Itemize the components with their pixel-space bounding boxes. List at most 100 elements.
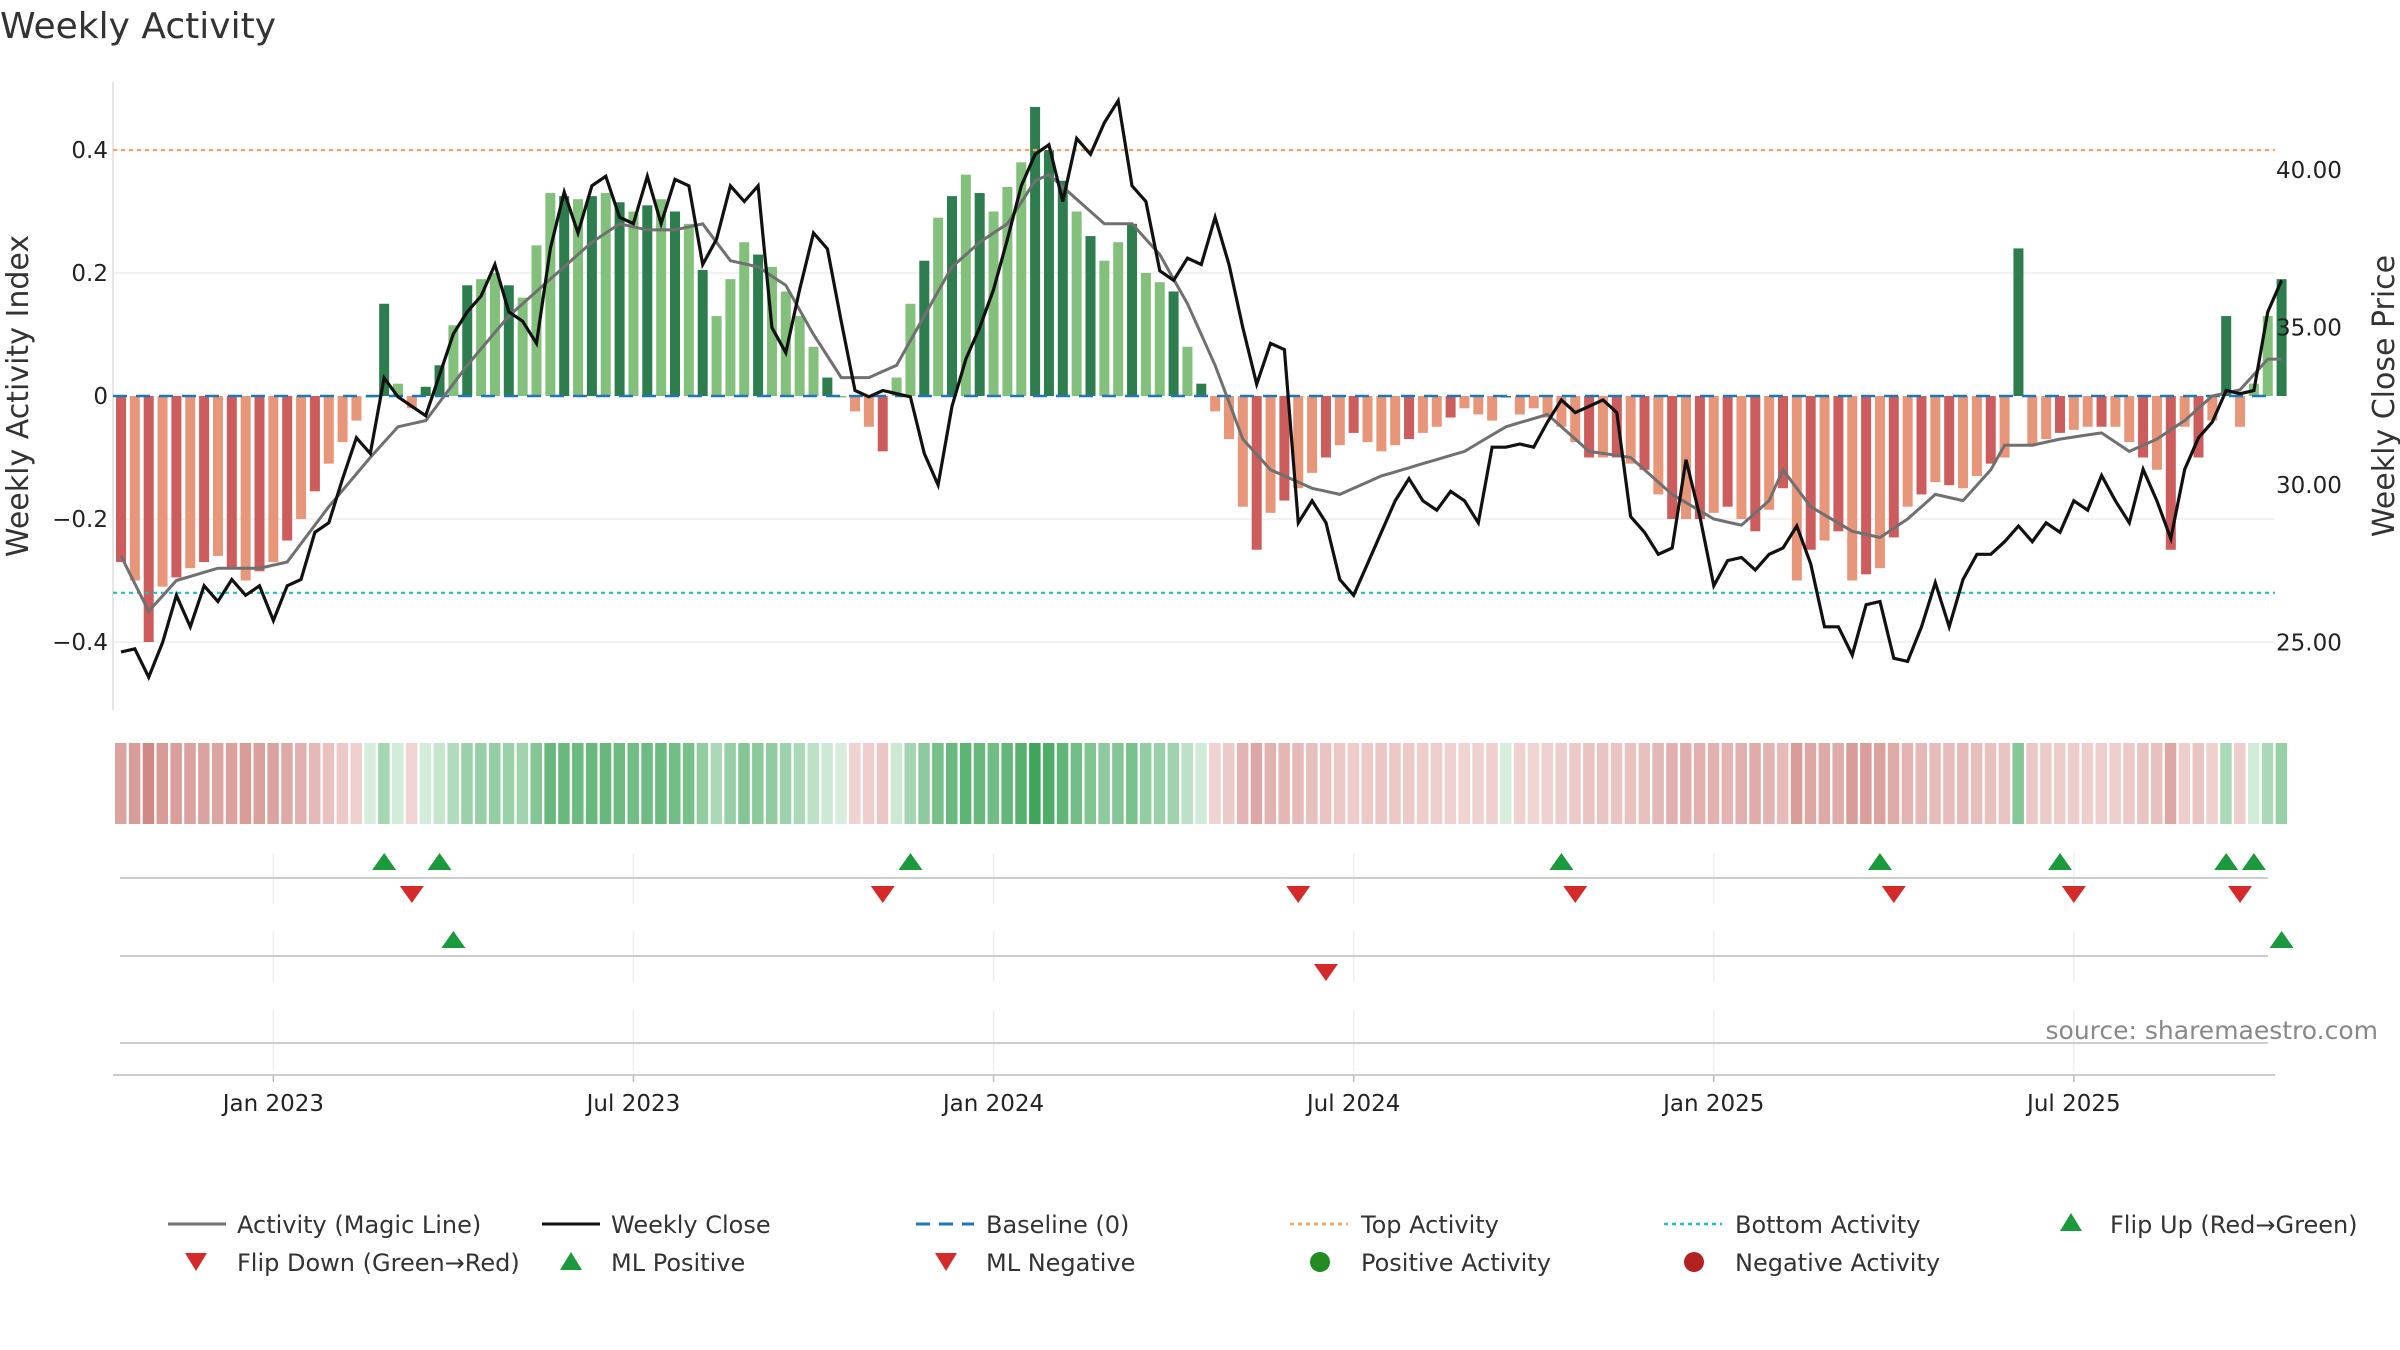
heat-strip-cell xyxy=(516,743,529,824)
signal-markers xyxy=(372,853,2294,981)
heat-strip-cell xyxy=(696,743,709,824)
heat-strip-cell xyxy=(1873,743,1886,824)
heat-strip-cell xyxy=(253,743,265,824)
activity-bar xyxy=(1348,396,1359,433)
activity-bar xyxy=(628,211,639,396)
activity-bar xyxy=(642,205,653,396)
activity-bar xyxy=(143,396,154,642)
activity-bar xyxy=(933,217,944,396)
activity-bar xyxy=(1030,106,1041,396)
activity-bar xyxy=(129,396,140,581)
activity-bar xyxy=(2027,396,2038,446)
heat-strip-cell xyxy=(2234,743,2246,824)
heat-strip-cell xyxy=(322,743,335,824)
x-axis-tick-label: Jan 2025 xyxy=(1661,1091,1764,1117)
heat-strip-cell xyxy=(2206,743,2218,824)
activity-bar xyxy=(1071,211,1082,396)
heat-strip-cell xyxy=(1139,743,1152,824)
activity-bar xyxy=(1459,396,1470,409)
activity-bar xyxy=(185,396,196,569)
heat-strip-cell xyxy=(2150,743,2163,824)
activity-bar xyxy=(600,193,611,396)
heat-strip-cell xyxy=(710,743,723,824)
activity-bar xyxy=(947,196,957,396)
activity-bar xyxy=(683,223,694,396)
activity-bar xyxy=(1722,396,1733,507)
heat-strip-cell xyxy=(1846,743,1858,824)
activity-bar xyxy=(1210,396,1221,412)
magic-line-series xyxy=(119,172,2282,614)
heat-strip-cell xyxy=(308,743,321,824)
heat-strip-cell xyxy=(1292,743,1304,824)
heat-strip-cell xyxy=(1278,743,1290,824)
activity-bar xyxy=(2207,396,2218,421)
activity-bar xyxy=(1958,396,1969,489)
heat-strip-cell xyxy=(115,743,127,824)
flip-down-marker xyxy=(1881,886,1906,903)
activity-bar xyxy=(517,297,528,396)
legend-label-magic-line: Activity (Magic Line) xyxy=(237,1211,481,1239)
heat-strip-cell xyxy=(1223,743,1235,824)
legend-label-weekly-close: Weekly Close xyxy=(611,1211,771,1239)
activity-bar xyxy=(656,199,667,396)
heat-strip-cell xyxy=(1929,743,1941,824)
heat-strip-cell xyxy=(572,743,584,824)
activity-bar xyxy=(919,260,930,396)
heat-strip-cell xyxy=(1195,743,1207,824)
heat-strip-cell xyxy=(170,743,182,824)
activity-bar xyxy=(1265,396,1276,513)
heat-strip-cell xyxy=(419,743,432,824)
heat-strip-cell xyxy=(1624,743,1637,824)
heat-strip-cell xyxy=(281,743,293,824)
activity-bar xyxy=(2082,396,2093,427)
legend-label-positive-activity: Positive Activity xyxy=(1361,1249,1551,1277)
heat-strip-cell xyxy=(1403,743,1415,824)
heat-strip-cell xyxy=(1389,743,1401,824)
activity-bar xyxy=(1154,282,1165,396)
activity-bar xyxy=(2110,396,2121,427)
heat-strip-cell xyxy=(1347,743,1360,824)
activity-bar xyxy=(766,266,777,396)
activity-bar xyxy=(905,303,916,396)
heat-strip-cell xyxy=(1015,743,1027,824)
x-axis-tick-label: Jan 2024 xyxy=(941,1091,1044,1117)
heat-strip-cell xyxy=(641,743,653,824)
activity-bars xyxy=(116,106,2287,642)
heat-strip-cell xyxy=(2261,743,2274,824)
heat-strip-cell xyxy=(1167,743,1180,824)
activity-bar xyxy=(573,199,584,396)
heat-strip-cell xyxy=(1084,743,1096,824)
left-axis-tick-label: 0 xyxy=(93,384,108,410)
activity-bar xyxy=(670,211,680,396)
flip-up-marker xyxy=(2214,853,2239,870)
heat-strip-cell xyxy=(530,743,542,824)
heat-strip-cell xyxy=(779,743,792,824)
activity-bar xyxy=(406,396,417,409)
activity-bar xyxy=(1902,396,1913,507)
activity-bar xyxy=(877,396,888,452)
activity-bar xyxy=(850,396,861,412)
flip-down-marker xyxy=(2228,886,2253,903)
activity-bar xyxy=(739,242,750,396)
heat-strip-cell xyxy=(849,743,861,824)
heat-strip-cell xyxy=(1555,743,1567,824)
heat-strip-cell xyxy=(392,743,404,824)
heat-strip-cell xyxy=(765,743,778,824)
heat-strip-cell xyxy=(1707,743,1720,824)
heat-strip-cell xyxy=(2067,743,2080,824)
heat-strip-cell xyxy=(1749,743,1761,824)
heat-strip-cell xyxy=(599,743,612,824)
activity-bar xyxy=(891,377,902,396)
activity-bar xyxy=(2041,396,2052,440)
activity-bar xyxy=(2013,248,2024,396)
heat-strip-cell xyxy=(156,743,169,824)
heat-strip-cell xyxy=(1264,743,1277,824)
heat-strip-cell xyxy=(1042,743,1055,824)
heat-strip-cell xyxy=(211,743,224,824)
ml-negative-marker xyxy=(1313,964,1338,981)
heat-strip-cell xyxy=(1998,743,2011,824)
heat-strip-cell xyxy=(987,743,1000,824)
activity-bar xyxy=(1279,396,1290,501)
heat-strip-cell xyxy=(1957,743,1969,824)
right-axis-tick-label: 30.00 xyxy=(2276,473,2342,499)
